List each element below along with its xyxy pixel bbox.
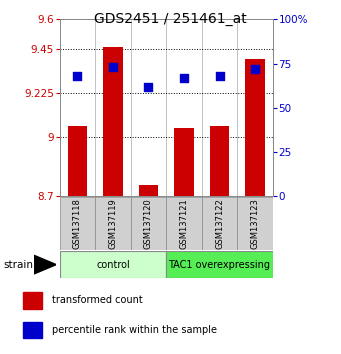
Point bbox=[146, 84, 151, 90]
Text: strain: strain bbox=[3, 259, 33, 270]
Bar bbox=[23, 292, 42, 309]
Bar bbox=[60, 197, 95, 250]
Bar bbox=[174, 128, 194, 196]
Bar bbox=[23, 321, 42, 338]
Bar bbox=[139, 185, 158, 196]
Text: transformed count: transformed count bbox=[52, 295, 143, 306]
Text: GSM137120: GSM137120 bbox=[144, 198, 153, 249]
Point bbox=[252, 66, 258, 72]
Bar bbox=[245, 59, 265, 196]
Point bbox=[217, 73, 222, 79]
Text: percentile rank within the sample: percentile rank within the sample bbox=[52, 325, 217, 335]
Bar bbox=[68, 126, 87, 196]
Bar bbox=[60, 251, 166, 278]
Text: TAC1 overexpressing: TAC1 overexpressing bbox=[168, 259, 270, 270]
Text: GSM137121: GSM137121 bbox=[179, 198, 189, 249]
Text: GSM137122: GSM137122 bbox=[215, 198, 224, 249]
Polygon shape bbox=[34, 255, 56, 274]
Bar bbox=[210, 126, 229, 196]
Point bbox=[75, 73, 80, 79]
Bar bbox=[131, 197, 166, 250]
Bar bbox=[166, 251, 273, 278]
Text: GSM137123: GSM137123 bbox=[251, 198, 260, 249]
Text: control: control bbox=[96, 259, 130, 270]
Bar bbox=[95, 197, 131, 250]
Bar bbox=[202, 197, 237, 250]
Bar bbox=[103, 47, 123, 196]
Text: GSM137118: GSM137118 bbox=[73, 198, 82, 249]
Point bbox=[110, 64, 116, 70]
Bar bbox=[166, 197, 202, 250]
Point bbox=[181, 75, 187, 81]
Bar bbox=[237, 197, 273, 250]
Text: GSM137119: GSM137119 bbox=[108, 198, 117, 249]
Text: GDS2451 / 251461_at: GDS2451 / 251461_at bbox=[94, 12, 247, 27]
